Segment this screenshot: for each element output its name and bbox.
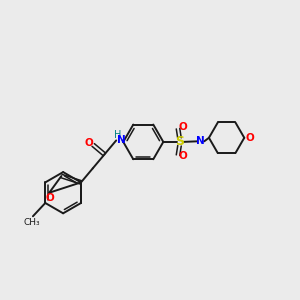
Text: O: O <box>46 193 54 203</box>
Text: H: H <box>114 130 122 140</box>
Text: N: N <box>117 135 126 146</box>
Text: N: N <box>196 136 205 146</box>
Text: CH₃: CH₃ <box>23 218 40 227</box>
Text: O: O <box>246 133 254 143</box>
Text: S: S <box>175 135 184 148</box>
Text: O: O <box>84 138 93 148</box>
Text: O: O <box>179 122 188 133</box>
Text: O: O <box>179 151 188 161</box>
